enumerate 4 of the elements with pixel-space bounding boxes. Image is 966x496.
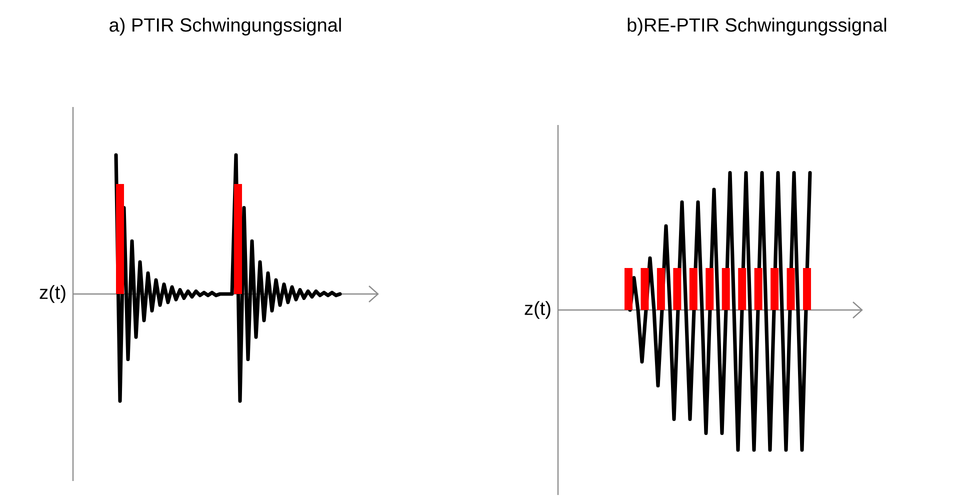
y-axis-title: z(t) (524, 301, 550, 320)
chart-title: a) PTIR Schwingungssignal (110, 18, 341, 36)
chart-title: b)RE-PTIR Schwingungssignal (628, 18, 886, 36)
y-axis-title: z(t) (40, 285, 66, 304)
